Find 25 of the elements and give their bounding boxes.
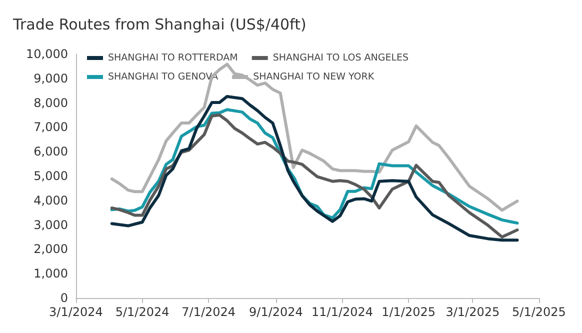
x-tick-label: 5/1/2025 [512,305,566,319]
y-tick-label: 9,000 [34,71,68,86]
y-tick-label: 2,000 [34,242,68,256]
x-tick-label: 3/1/2024 [49,305,103,319]
chart-title: Trade Routes from Shanghai (US$/40ft) [12,16,306,34]
y-tick-label: 10,000 [26,47,68,61]
y-tick-label: 1,000 [34,266,68,281]
x-tick-label: 3/1/2025 [446,305,500,319]
legend-label: SHANGHAI TO NEW YORK [253,72,375,82]
x-tick-label: 11/1/2024 [312,305,374,319]
y-tick-label: 3,000 [34,218,68,232]
y-tick-label: 8,000 [34,96,68,110]
line-series [110,62,519,212]
x-tick-label: 7/1/2024 [182,305,236,319]
legend-label: SHANGHAI TO LOS ANGELES [272,52,409,64]
y-tick-label: 7,000 [34,120,68,134]
y-tick-label: 6,000 [34,144,68,159]
y-tick-label: 5,000 [34,169,68,183]
x-tick-label: 5/1/2024 [115,305,170,319]
y-tick-label: 4,000 [34,193,68,208]
y-tick-label: 0 [60,291,68,305]
x-tick-label: 9/1/2024 [249,305,303,319]
line-series [110,94,519,242]
x-tick-label: 1/1/2025 [382,305,436,319]
legend-label: SHANGHAI TO ROTTERDAM [108,52,238,64]
